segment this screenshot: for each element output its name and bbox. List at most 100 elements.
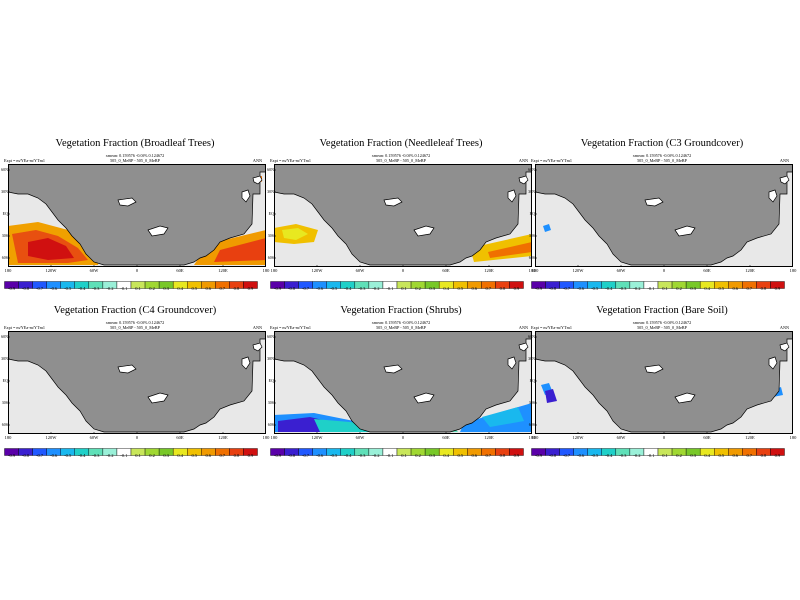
- lon-tick-label: 180: [270, 435, 278, 440]
- panel-title: Vegetation Fraction (C3 Groundcover): [580, 138, 744, 149]
- island-outline: [644, 197, 664, 207]
- colorbar-tick-label: -0.2: [372, 453, 380, 458]
- island-outline: [413, 392, 435, 404]
- colorbar-tick-label: -0.4: [605, 286, 613, 291]
- lat-tick-label: 60N: [1, 334, 8, 339]
- colorbar-tick-label: -0.8: [288, 453, 296, 458]
- lon-tick-label: 120E: [484, 268, 494, 273]
- vegetation-field: [28, 238, 74, 260]
- lat-tick-label: EQ: [2, 378, 8, 383]
- colorbar-tick-label: -0.3: [619, 286, 627, 291]
- lon-tick-label: 0: [662, 435, 666, 440]
- lon-tick-label: 120W: [572, 268, 584, 273]
- lon-tick-label: 60E: [176, 268, 184, 273]
- vegetation-field: [482, 407, 524, 427]
- lon-tick-label: 60W: [355, 268, 365, 273]
- colorbar-tick-label: -0.1: [120, 286, 128, 291]
- colorbar-tick-label: -0.5: [330, 286, 338, 291]
- colorbar-tick-label: 0.7: [219, 286, 226, 291]
- lon-tick-label: 180: [789, 268, 797, 273]
- colorbar-tick-label: 0.4: [443, 453, 449, 458]
- lat-tick-label: 30S: [267, 233, 274, 238]
- panel-range: xmean: 0.159576 -0.0f% 0.124672: [105, 320, 165, 325]
- colorbar-tick-label: -0.2: [633, 286, 641, 291]
- panel-ann: ANN: [779, 158, 789, 163]
- colorbar-swatches: [270, 281, 524, 289]
- colorbar: -0.9 -0.8 -0.7 -0.6 -0.5 -0.4 -0.3 -0.2 -0.1 0.1 0…: [270, 277, 524, 295]
- panel-expt: Expt = m/YEa-m/YTm1: [270, 158, 311, 163]
- vegetation-field: [488, 242, 532, 258]
- colorbar-tick-label: 0.1: [135, 286, 141, 291]
- colorbar-tick-label: 0.8: [760, 286, 767, 291]
- panel-case: 505_0_MeBP - 505_0_MeBP: [637, 158, 687, 163]
- land-mask: [8, 331, 266, 433]
- colorbar-tick-label: 0.6: [471, 286, 478, 291]
- colorbar-tick-label: 0.4: [177, 453, 183, 458]
- colorbar-tick-label: -0.7: [563, 286, 571, 291]
- colorbar-tick-label: -0.9: [273, 286, 282, 291]
- colorbar-tick-label: 0.3: [163, 453, 169, 458]
- colorbar-tick-label: 0.2: [676, 286, 682, 291]
- colorbar-tick-label: -0.6: [50, 453, 58, 458]
- colorbar-tick-label: 0.3: [163, 286, 169, 291]
- colorbar-tick-label: -0.9: [534, 286, 543, 291]
- colorbar-tick-label: 0.1: [662, 453, 668, 458]
- colorbar-tick-label: -0.8: [22, 453, 30, 458]
- colorbar-tick-label: 0.3: [690, 453, 696, 458]
- panel-range: xmean: 0.159576 -0.0f% 0.124672: [632, 320, 692, 325]
- lon-tick-label: 180: [262, 435, 270, 440]
- lat-tick-label: EQ: [529, 378, 535, 383]
- panel-ann: ANN: [518, 158, 528, 163]
- colorbar-tick-label: 0.1: [135, 453, 141, 458]
- lon-tick-label: 60E: [176, 435, 184, 440]
- map-panel-broadleaf: Vegetation Fraction (Broadleaf Trees) xm…: [0, 138, 270, 300]
- colorbar: -0.9 -0.8 -0.7 -0.6 -0.5 -0.4 -0.3 -0.2 -0.1 0.1 0…: [4, 277, 258, 295]
- lon-tick-label: 60E: [703, 268, 711, 273]
- colorbar-labels: -0.9 -0.8 -0.7 -0.6 -0.5 -0.4 -0.3 -0.2 -0.1 0.1 0…: [531, 286, 784, 293]
- colorbar-tick-label: -0.5: [64, 286, 72, 291]
- lon-tick-label: 120W: [45, 268, 57, 273]
- vegetation-field: [543, 224, 551, 232]
- colorbar-tick-label: 0.6: [471, 453, 478, 458]
- island-outline: [768, 189, 778, 203]
- lon-tick-label: 0: [401, 435, 405, 440]
- colorbar-tick-label: -0.4: [344, 286, 352, 291]
- colorbar-tick-label: 0.6: [732, 453, 739, 458]
- lon-tick-label: 120W: [572, 435, 584, 440]
- colorbar-swatch: [243, 281, 258, 289]
- lon-tick-label: 120E: [218, 435, 228, 440]
- lon-tick-label: 0: [135, 268, 139, 273]
- colorbar-tick-label: -0.6: [316, 286, 324, 291]
- colorbar-tick-label: 0.9: [247, 453, 254, 458]
- map-plot: [8, 331, 266, 434]
- lon-tick-label: 180: [4, 268, 12, 273]
- vegetation-field: [470, 234, 532, 262]
- colorbar-tick-label: -0.8: [549, 286, 557, 291]
- colorbar-tick-label: -0.7: [36, 453, 44, 458]
- panel-title: Vegetation Fraction (Shrubs): [340, 305, 462, 316]
- island-outline: [674, 225, 696, 237]
- colorbar-tick-label: 0.8: [233, 453, 240, 458]
- colorbar-tick-label: 0.7: [485, 453, 492, 458]
- lon-tick-label: 60W: [616, 435, 626, 440]
- colorbar-tick-label: 0.5: [457, 453, 464, 458]
- vegetation-field: [214, 238, 266, 262]
- lat-tick-label: EQ: [529, 211, 535, 216]
- colorbar-tick-label: -0.2: [106, 286, 114, 291]
- colorbar: -0.9 -0.8 -0.7 -0.6 -0.5 -0.4 -0.3 -0.2 -0.1 0.1 0…: [531, 444, 785, 462]
- colorbar-tick-label: -0.1: [386, 453, 394, 458]
- panel-range: xmean: 0.159576 -0.0f% 0.124672: [105, 153, 165, 158]
- island-outline: [674, 392, 696, 404]
- colorbar-tick-label: 0.3: [429, 453, 435, 458]
- colorbar-tick-label: -0.3: [358, 453, 366, 458]
- colorbar-swatch: [770, 448, 785, 456]
- island-outline: [779, 342, 790, 352]
- colorbar-tick-label: 0.7: [746, 453, 753, 458]
- colorbar-tick-label: -0.1: [386, 286, 394, 291]
- colorbar-tick-label: -0.1: [647, 286, 655, 291]
- island-outline: [383, 364, 403, 374]
- lon-tick-label: 120W: [45, 435, 57, 440]
- panel-title: Vegetation Fraction (C4 Groundcover): [53, 305, 217, 316]
- map-plot: [274, 331, 532, 434]
- colorbar-tick-label: 0.4: [443, 286, 449, 291]
